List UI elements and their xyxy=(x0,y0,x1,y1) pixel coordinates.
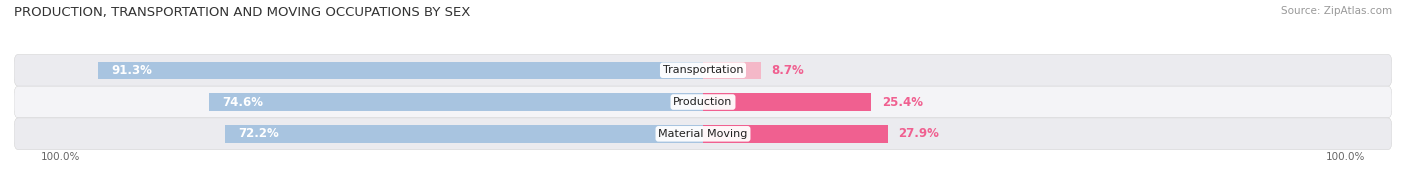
Text: 91.3%: 91.3% xyxy=(111,64,152,77)
Text: Source: ZipAtlas.com: Source: ZipAtlas.com xyxy=(1281,6,1392,16)
Text: Production: Production xyxy=(673,97,733,107)
Text: 100.0%: 100.0% xyxy=(41,152,80,162)
Bar xyxy=(703,125,887,142)
FancyBboxPatch shape xyxy=(14,86,1392,118)
FancyBboxPatch shape xyxy=(14,54,1392,86)
Text: 27.9%: 27.9% xyxy=(898,127,939,140)
Text: Material Moving: Material Moving xyxy=(658,129,748,139)
FancyBboxPatch shape xyxy=(14,118,1392,150)
Text: 25.4%: 25.4% xyxy=(882,95,922,109)
Text: 8.7%: 8.7% xyxy=(772,64,804,77)
Text: 74.6%: 74.6% xyxy=(222,95,263,109)
Bar xyxy=(225,125,703,142)
Text: Transportation: Transportation xyxy=(662,65,744,75)
Bar xyxy=(209,93,703,111)
Bar xyxy=(98,62,703,79)
Text: 72.2%: 72.2% xyxy=(238,127,278,140)
Text: 100.0%: 100.0% xyxy=(1326,152,1365,162)
Text: PRODUCTION, TRANSPORTATION AND MOVING OCCUPATIONS BY SEX: PRODUCTION, TRANSPORTATION AND MOVING OC… xyxy=(14,6,471,19)
Bar xyxy=(703,62,761,79)
Bar xyxy=(703,93,872,111)
